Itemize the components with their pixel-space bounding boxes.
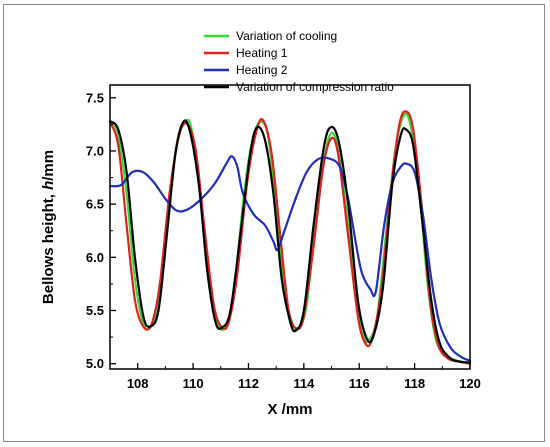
x-tick-label: 114 <box>293 376 315 391</box>
y-axis-title-variable: h <box>40 181 57 190</box>
x-tick-label: 112 <box>238 376 259 391</box>
legend-entry-label: Heating 2 <box>236 63 288 77</box>
legend: Variation of cooling Heating 1 Heating 2 Va… <box>204 29 394 94</box>
x-tick-label: 118 <box>404 376 425 391</box>
y-axis-title: Bellows height, h/mm <box>40 150 57 304</box>
y-tick-label: 5.0 <box>86 356 104 371</box>
y-tick-label: 6.5 <box>86 197 104 212</box>
axis-ticks: 108 110 112 114 116 118 120 5.0 5.5 6.0 6.5 7.0 7.5 <box>86 90 481 391</box>
y-tick-label: 7.0 <box>86 143 104 158</box>
y-axis-title-prefix: Bellows height, <box>40 190 57 304</box>
y-tick-label: 7.5 <box>86 90 104 105</box>
legend-entry-label: Heating 1 <box>236 46 288 60</box>
x-axis-title: X /mm <box>267 401 312 418</box>
x-tick-label: 110 <box>183 376 204 391</box>
series-line-4 <box>108 119 472 364</box>
series-lines <box>108 110 472 365</box>
legend-entry-label: Variation of compression ratio <box>236 80 394 94</box>
chart-figure: 108 110 112 114 116 118 120 5.0 5.5 6.0 6.5 7.0 7.5 … <box>3 4 545 442</box>
x-tick-label: 108 <box>127 376 149 391</box>
y-axis-title-unit: /mm <box>40 150 57 181</box>
legend-entry-label: Variation of cooling <box>236 29 337 43</box>
series-line-3 <box>108 155 472 362</box>
x-tick-label: 116 <box>349 376 370 391</box>
series-line-2 <box>108 110 472 365</box>
x-tick-label: 120 <box>459 376 481 391</box>
y-tick-label: 5.5 <box>86 303 104 318</box>
line-chart: 108 110 112 114 116 118 1205.05.56.06.57.07.5 … <box>40 29 481 418</box>
y-tick-label: 6.0 <box>86 250 104 265</box>
plot-area-frame <box>109 84 471 370</box>
